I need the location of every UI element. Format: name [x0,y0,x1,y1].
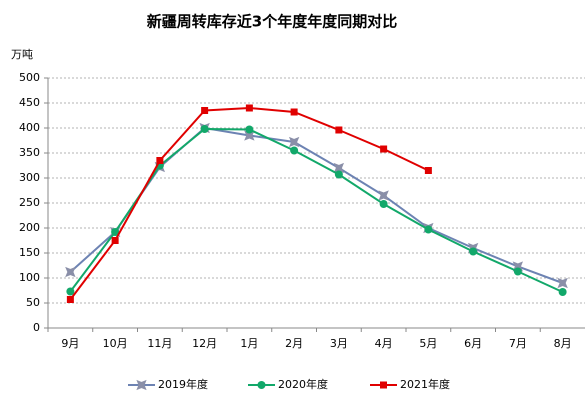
y-tick-label: 0 [33,321,40,334]
legend-marker [380,381,387,389]
x-tick-label: 5月 [419,337,437,350]
x-tick-label: 2月 [285,337,303,350]
marker [290,146,299,155]
marker [245,104,253,112]
legend-marker [257,381,266,389]
x-tick-label: 11月 [147,337,172,350]
marker [334,170,343,179]
marker [66,287,75,296]
series-line [69,127,564,293]
marker [111,237,119,244]
x-tick-label: 10月 [103,337,128,350]
y-tick-label: 500 [19,71,40,84]
x-tick-label: 8月 [554,337,572,350]
marker [65,266,76,278]
y-tick-label: 200 [19,221,40,234]
marker [557,277,568,289]
y-axis-label: 万吨 [11,48,33,61]
marker [66,296,74,303]
y-tick-label: 450 [19,96,40,109]
y-tick-label: 100 [19,271,40,284]
x-tick-label: 12月 [192,337,217,350]
marker [290,108,298,116]
y-tick-label: 400 [19,121,40,134]
marker [333,162,345,174]
y-tick-label: 250 [19,196,40,209]
x-tick-label: 7月 [509,337,527,350]
x-tick-label: 1月 [240,337,258,350]
chart-title: 新疆周转库存近3个年度年度同期对比 [147,13,397,31]
legend-label: 2021年度 [400,377,450,391]
legend-label: 2020年度 [278,377,328,391]
x-tick-label: 9月 [61,337,79,350]
marker [379,200,388,208]
marker [200,125,209,133]
marker [288,136,300,148]
marker [245,125,254,134]
marker [469,247,478,256]
legend-label: 2019年度 [158,377,208,391]
marker [513,267,522,276]
marker [156,157,164,164]
marker [424,225,433,234]
marker [378,190,389,201]
marker [335,126,343,134]
marker [201,107,209,114]
y-tick-label: 150 [19,246,40,259]
y-tick-label: 300 [19,171,40,184]
series-line [69,126,563,284]
x-tick-label: 4月 [375,337,393,350]
marker [424,167,432,174]
y-tick-label: 350 [19,146,40,159]
y-tick-label: 50 [26,296,40,309]
x-tick-label: 6月 [464,337,482,350]
marker [380,145,388,153]
legend-marker [136,379,147,391]
marker [111,228,120,236]
x-tick-label: 3月 [330,337,348,350]
marker [558,288,567,296]
